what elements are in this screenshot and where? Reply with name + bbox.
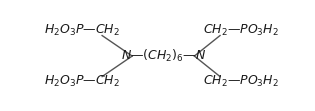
- Text: $H_2O_3P$—$CH_2$: $H_2O_3P$—$CH_2$: [44, 23, 120, 38]
- Text: $H_2O_3P$—$CH_2$: $H_2O_3P$—$CH_2$: [44, 74, 120, 89]
- Text: $CH_2$—$PO_3H_2$: $CH_2$—$PO_3H_2$: [203, 23, 279, 38]
- Text: $N$—$(CH_2)_6$—$N$: $N$—$(CH_2)_6$—$N$: [121, 48, 206, 64]
- Text: $CH_2$—$PO_3H_2$: $CH_2$—$PO_3H_2$: [203, 74, 279, 89]
